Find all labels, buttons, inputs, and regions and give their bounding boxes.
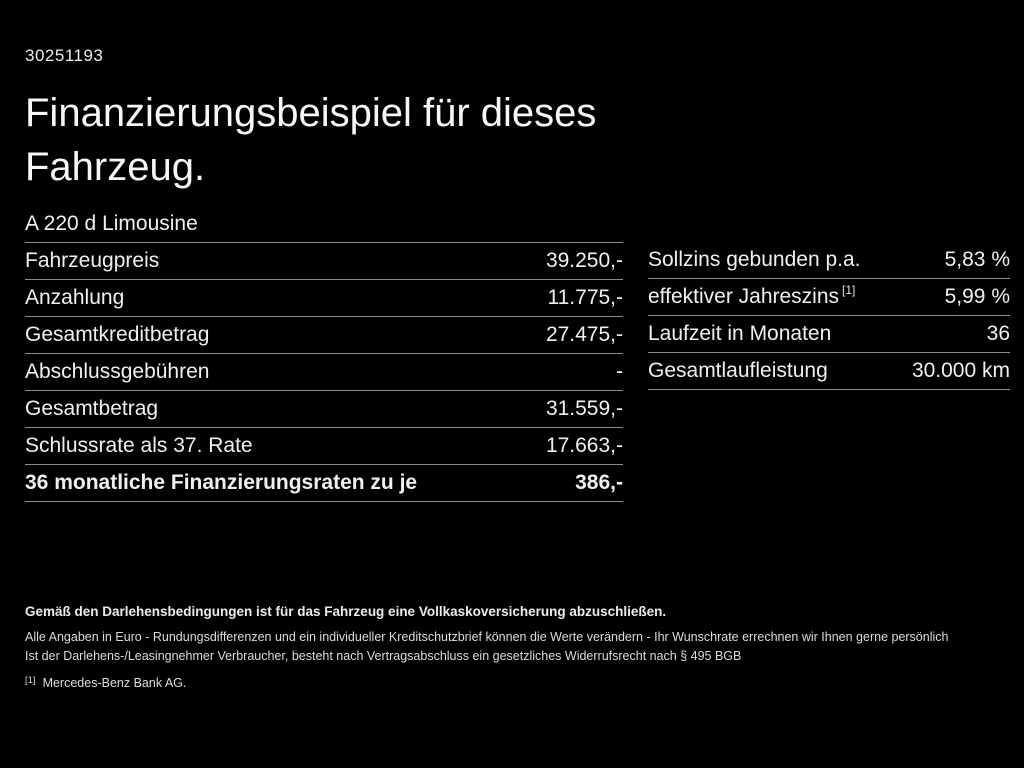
row-value: 5,99 % (944, 285, 1010, 308)
row-value: 11.775,- (547, 286, 624, 309)
row-label: 36 monatliche Finanzierungsraten zu je (25, 471, 418, 494)
disclaimer-line-1: Alle Angaben in Euro - Rundungsdifferenz… (25, 630, 949, 644)
row-value: 30.000 km (911, 359, 1010, 382)
row-label: Abschlussgebühren (25, 360, 210, 383)
row-value: 5,83 % (944, 248, 1010, 271)
vehicle-model-label: A 220 d Limousine (25, 212, 198, 235)
row-value: 36 (986, 322, 1010, 345)
table-row-laufzeit: Laufzeit in Monaten 36 (648, 316, 1010, 353)
table-row-sollzins: Sollzins gebunden p.a. 5,83 % (648, 242, 1010, 279)
legal-footer: Gemäß den Darlehensbedingungen ist für d… (25, 604, 1000, 690)
disclaimer-line-2: Ist der Darlehens-/Leasingnehmer Verbrau… (25, 649, 742, 663)
row-value: 27.475,- (545, 323, 623, 346)
row-label: Gesamtlaufleistung (648, 359, 828, 382)
insurance-note: Gemäß den Darlehensbedingungen ist für d… (25, 604, 667, 619)
footnote-marker: [1] (25, 675, 36, 686)
row-value: 39.250,- (545, 249, 623, 272)
page-title: Finanzierungsbeispiel für dieses Fahrzeu… (25, 91, 597, 189)
table-row-gesamtlaufleistung: Gesamtlaufleistung 30.000 km (648, 353, 1010, 390)
row-label: Schlussrate als 37. Rate (25, 434, 253, 457)
conditions-table: Sollzins gebunden p.a. 5,83 % effektiver… (648, 242, 1010, 390)
finance-table: Fahrzeugpreis 39.250,- Anzahlung 11.775,… (25, 242, 623, 502)
row-value: 386,- (575, 471, 623, 494)
row-label: Fahrzeugpreis (25, 249, 160, 272)
table-row-monthly-rate: 36 monatliche Finanzierungsraten zu je 3… (25, 465, 623, 502)
row-label: Gesamtbetrag (25, 397, 159, 420)
table-row-anzahlung: Anzahlung 11.775,- (25, 280, 623, 317)
table-row-abschlussgebuehren: Abschlussgebühren - (25, 354, 623, 391)
row-label: Gesamtkreditbetrag (25, 323, 210, 346)
row-value: 17.663,- (545, 434, 623, 457)
row-label: Laufzeit in Monaten (648, 322, 832, 345)
row-value: 31.559,- (545, 397, 623, 420)
footnote-text: Mercedes-Benz Bank AG. (42, 676, 187, 690)
table-row-gesamtkreditbetrag: Gesamtkreditbetrag 27.475,- (25, 317, 623, 354)
table-row-schlussrate: Schlussrate als 37. Rate 17.663,- (25, 428, 623, 465)
row-label: Sollzins gebunden p.a. (648, 248, 861, 271)
footnote: [1] Mercedes-Benz Bank AG. (25, 675, 1000, 690)
table-row-fahrzeugpreis: Fahrzeugpreis 39.250,- (25, 243, 623, 280)
row-label: Anzahlung (25, 286, 125, 309)
table-row-gesamtbetrag: Gesamtbetrag 31.559,- (25, 391, 623, 428)
footnote-ref: [1] (842, 283, 856, 297)
offer-id: 30251193 (25, 46, 104, 65)
row-label: effektiver Jahreszins [1] (648, 283, 856, 308)
row-value: - (616, 360, 623, 383)
table-row-effektiver-jahreszins: effektiver Jahreszins [1] 5,99 % (648, 279, 1010, 316)
